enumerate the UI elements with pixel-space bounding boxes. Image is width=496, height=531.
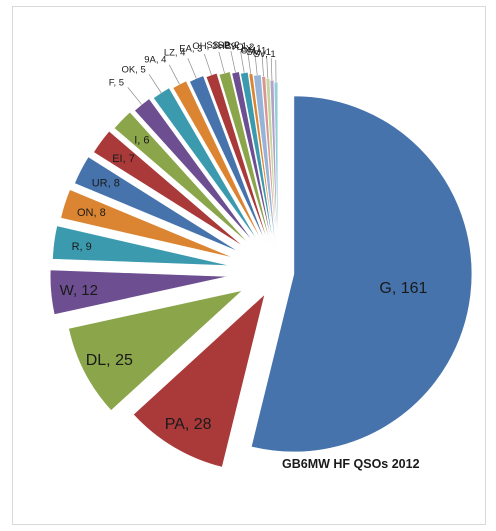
pie-slice-sv bbox=[273, 81, 279, 261]
leader-line-sm bbox=[270, 58, 273, 81]
pie-slice-on bbox=[60, 189, 235, 259]
pie-slice-ok bbox=[152, 87, 259, 243]
pie-slice-sp bbox=[240, 71, 275, 249]
pie-slice-oh bbox=[218, 71, 272, 246]
pie-slice-r bbox=[52, 225, 231, 267]
data-label-ei: EI, 7 bbox=[112, 153, 135, 165]
slices bbox=[49, 71, 473, 468]
pie-slice-sm bbox=[269, 79, 278, 259]
data-label-hb9: HB9, 1 bbox=[218, 41, 247, 52]
data-label-yo: YO, 2 bbox=[230, 42, 254, 53]
data-label-ea: EA, 3 bbox=[179, 43, 202, 54]
chart-title: GB6MW HF QSOs 2012 bbox=[282, 457, 420, 471]
data-label-om: OM, 1 bbox=[240, 45, 266, 56]
data-label-g: G, 161 bbox=[379, 280, 427, 297]
data-label-dl: DL, 25 bbox=[86, 352, 133, 369]
pie-slice-om bbox=[265, 77, 278, 257]
data-label-ly: LY, 1 bbox=[241, 44, 261, 55]
data-label-f: F, 5 bbox=[109, 78, 124, 89]
pie-slice-ei bbox=[93, 130, 245, 248]
data-label-sv: SV, 1 bbox=[253, 49, 275, 60]
data-label-oh: OH, 3 bbox=[192, 41, 217, 52]
data-labels: G, 161 PA, 28 DL, 25 W, 12 R, 9 ON, 8 UR, 8 EI,… bbox=[60, 40, 428, 433]
leader-line-ly bbox=[261, 54, 264, 77]
data-label-ur: UR, 8 bbox=[92, 178, 120, 190]
data-label-sp: SP, 2 bbox=[218, 40, 240, 51]
leader-line-yo bbox=[254, 53, 258, 76]
leader-line-ss bbox=[230, 50, 236, 73]
leader-line-sp bbox=[240, 51, 245, 73]
leader-line-oh bbox=[218, 51, 225, 74]
data-label-sm: SM, 1 bbox=[246, 47, 271, 58]
data-label-ok: OK, 5 bbox=[122, 64, 146, 75]
pie-slice-w bbox=[49, 269, 229, 315]
pie-slice-dl bbox=[68, 289, 244, 411]
leader-line-hb9 bbox=[247, 52, 252, 74]
data-label-ss: SS, 2 bbox=[206, 40, 229, 51]
pie-slice-i bbox=[113, 111, 250, 245]
leader-lines bbox=[127, 50, 277, 105]
leader-line-ok bbox=[148, 74, 162, 93]
leader-line-f bbox=[127, 87, 142, 105]
data-label-9a: 9A, 4 bbox=[144, 54, 166, 65]
pie-slice-pa bbox=[132, 293, 266, 468]
data-label-r: R, 9 bbox=[72, 241, 92, 253]
data-label-i: I, 6 bbox=[134, 134, 149, 146]
leader-line-om bbox=[266, 56, 269, 79]
data-label-w: W, 12 bbox=[60, 282, 98, 299]
pie-slice-ur bbox=[74, 156, 240, 253]
pie-slice-ea bbox=[205, 72, 269, 244]
data-label-pa: PA, 28 bbox=[165, 416, 212, 433]
data-label-lz: LZ, 4 bbox=[164, 48, 186, 59]
leader-line-ea bbox=[204, 53, 212, 76]
pie-slice-ly bbox=[261, 76, 277, 255]
leader-line-lz bbox=[187, 58, 197, 79]
pie-slice-f bbox=[134, 98, 255, 243]
pie-slice-g bbox=[250, 95, 473, 453]
data-label-on: ON, 8 bbox=[77, 207, 106, 219]
leader-line-9a bbox=[168, 64, 180, 85]
